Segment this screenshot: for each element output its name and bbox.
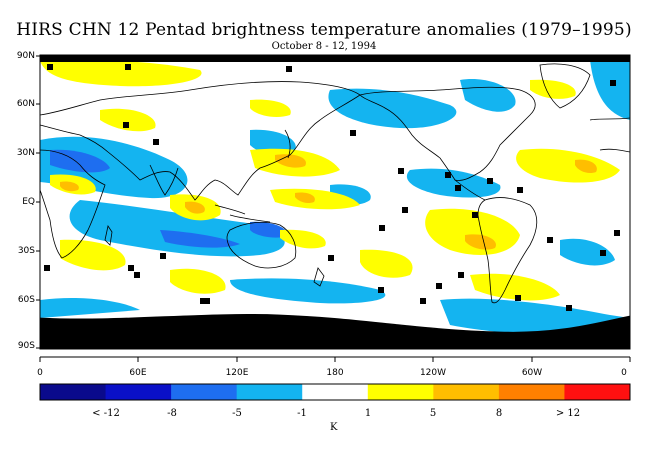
x-tick-120w: 120W [419,368,447,378]
y-axis-ticks [36,55,40,349]
y-tick-eq: EQ [22,197,35,207]
africa-outline [40,149,106,259]
x-axis [39,356,631,362]
y-tick-30s: 30S [17,246,35,256]
japan-outline [284,129,291,159]
continent-outlines [40,63,630,333]
colorbar-swatch-6 [433,384,500,400]
colorbar-label-m8: -8 [167,408,177,419]
europe-outline [589,117,630,153]
x-tick-180: 180 [326,368,344,378]
x-tick-0: 0 [37,368,43,378]
colorbar-swatch-5 [367,384,434,400]
y-tick-60s: 60S [17,295,35,305]
colorbar-label-gt-12: > 12 [555,408,581,419]
colorbar-label-m1: -1 [297,408,307,419]
colorbar-swatch-7 [498,384,565,400]
positive-anomaly-regions [40,59,620,301]
greenland-outline [539,63,591,109]
y-tick-30n: 30N [16,148,35,158]
colorbar-label-8: 8 [495,408,503,419]
colorbar-swatch-4 [302,384,369,400]
colorbar-label-5: 5 [429,408,437,419]
strong-negative-regions [50,149,289,248]
eurasia-outline [40,81,361,201]
south-america-outline [477,197,538,304]
missing-data-squares [44,64,620,311]
india-outline [149,164,179,196]
indonesia-outline [214,204,271,223]
colorbar-swatch-0 [40,384,107,400]
central-america-outline [454,179,486,201]
strong-positive-regions [60,154,597,250]
colorbar-swatch-3 [236,384,303,400]
colorbar-label-1: 1 [364,408,372,419]
x-tick-60w: 60W [521,368,543,378]
colorbar-label-lt-12: < -12 [92,408,120,419]
australia-outline [226,221,297,269]
colorbar-frame [39,383,631,401]
madagascar-outline [104,224,113,246]
y-tick-60n: 60N [16,99,35,109]
map-title: HIRS CHN 12 Pentad brightness temperatur… [16,20,632,40]
north-america-outline [359,86,536,181]
colorbar [40,384,631,400]
map-field [40,55,630,349]
new-zealand-outline [313,267,325,287]
x-tick-60e: 60E [129,368,147,378]
colorbar-label-m5: -5 [232,408,242,419]
colorbar-swatch-2 [171,384,238,400]
y-tick-90n: 90N [16,51,35,61]
arctic-missing-data [40,55,630,62]
x-tick-0-end: 0 [621,368,627,378]
colorbar-unit: K [330,422,338,433]
x-tick-120e: 120E [225,368,249,378]
colorbar-swatch-8 [564,384,631,400]
colorbar-swatch-1 [105,384,172,400]
antarctica-outline [40,314,630,333]
antarctica-missing-data [40,314,630,349]
y-tick-90s: 90S [17,341,35,351]
map-subtitle: October 8 - 12, 1994 [271,41,377,52]
